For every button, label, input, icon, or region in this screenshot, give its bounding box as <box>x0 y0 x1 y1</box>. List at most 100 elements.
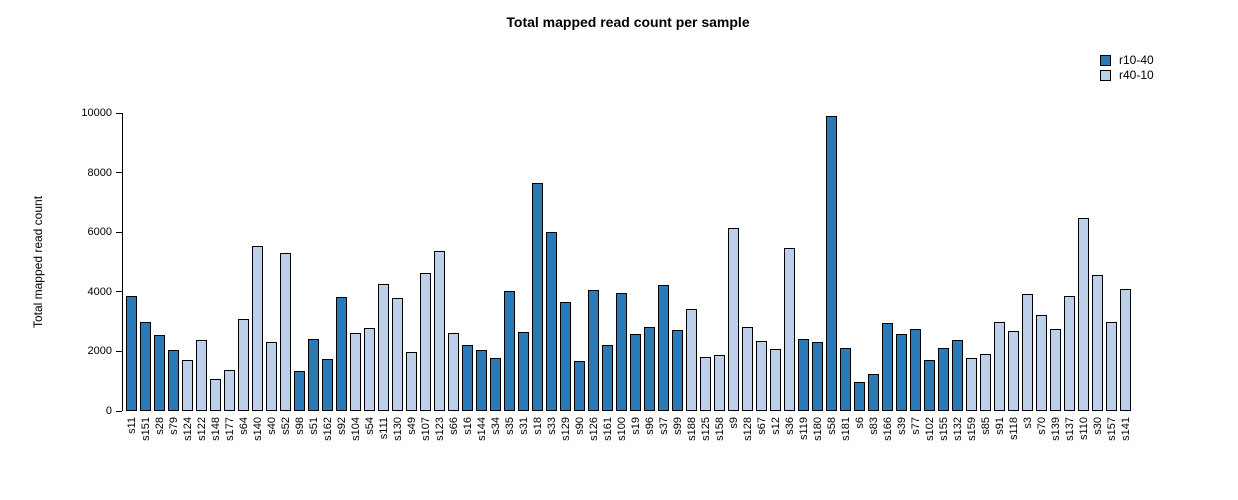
legend-label: r40-10 <box>1119 68 1154 82</box>
bar-s177 <box>224 369 235 411</box>
x-tick-label-s12: s12 <box>769 417 782 435</box>
legend-label: r10-40 <box>1119 53 1154 67</box>
bar-s123 <box>434 250 445 411</box>
bar-s12 <box>770 349 781 411</box>
x-tick-label-s35: s35 <box>503 417 516 435</box>
x-tick-label-s166: s166 <box>881 417 894 441</box>
legend: r10-40 r40-10 <box>1100 53 1154 83</box>
x-tick-label-s128: s128 <box>741 417 754 441</box>
x-tick-label-s83: s83 <box>867 417 880 435</box>
x-tick-label-s188: s188 <box>685 417 698 441</box>
bar-s99 <box>672 330 683 411</box>
x-tick-label-s70: s70 <box>1035 417 1048 435</box>
bar-s148 <box>210 379 221 411</box>
x-tick-label-s180: s180 <box>811 417 824 441</box>
x-tick-label-s118: s118 <box>1007 417 1020 441</box>
x-tick-label-s58: s58 <box>825 417 838 435</box>
bar-s180 <box>812 341 823 411</box>
y-tick <box>116 350 122 352</box>
bar-s70 <box>1036 315 1047 411</box>
x-tick-label-s6: s6 <box>853 417 866 429</box>
x-tick-label-s148: s148 <box>209 417 222 441</box>
bar-s19 <box>630 333 641 411</box>
bar-s98 <box>294 371 305 411</box>
x-tick-label-s67: s67 <box>755 417 768 435</box>
bar-s33 <box>546 231 557 411</box>
bar-s122 <box>196 340 207 411</box>
x-tick-label-s85: s85 <box>979 417 992 435</box>
bar-s85 <box>980 354 991 411</box>
x-tick-label-s111: s111 <box>377 417 390 440</box>
x-tick-label-s16: s16 <box>461 417 474 435</box>
x-tick-label-s37: s37 <box>657 417 670 435</box>
bar-s162 <box>322 359 333 411</box>
x-tick-label-s102: s102 <box>923 417 936 441</box>
y-tick-label: 6000 <box>87 226 112 239</box>
bar-s40 <box>266 342 277 411</box>
x-tick-label-s98: s98 <box>293 417 306 435</box>
bar-s102 <box>924 359 935 411</box>
y-tick <box>116 112 122 114</box>
x-tick-label-s122: s122 <box>195 417 208 441</box>
x-tick-label-s104: s104 <box>349 417 362 441</box>
y-tick-label: 0 <box>105 405 112 417</box>
bar-s159 <box>966 357 977 411</box>
bar-s49 <box>406 351 417 411</box>
x-tick-label-s130: s130 <box>391 417 404 441</box>
x-tick-label-s92: s92 <box>335 417 348 435</box>
bar-s77 <box>910 329 921 411</box>
bar-s28 <box>154 335 165 411</box>
bar-s11 <box>126 295 137 411</box>
bar-s51 <box>308 339 319 411</box>
x-tick-label-s125: s125 <box>699 417 712 441</box>
bar-s67 <box>756 341 767 411</box>
bar-s137 <box>1064 295 1075 411</box>
bar-s37 <box>658 284 669 411</box>
bar-s79 <box>168 349 179 411</box>
y-axis-line <box>122 113 123 411</box>
bar-s130 <box>392 298 403 411</box>
legend-swatch-r10-40 <box>1100 54 1111 66</box>
legend-swatch-r40-10 <box>1100 69 1111 81</box>
bar-s144 <box>476 349 487 411</box>
x-tick-label-s11: s11 <box>125 417 138 434</box>
x-tick-label-s31: s31 <box>517 417 530 435</box>
bar-s96 <box>644 327 655 411</box>
x-tick-label-s30: s30 <box>1091 417 1104 435</box>
bar-s6 <box>854 382 865 411</box>
bar-s129 <box>560 301 571 411</box>
x-tick-label-s110: s110 <box>1077 417 1090 441</box>
x-tick-label-s36: s36 <box>783 417 796 435</box>
bar-s118 <box>1008 331 1019 411</box>
bar-s151 <box>140 322 151 411</box>
x-tick-label-s66: s66 <box>447 417 460 435</box>
x-tick-label-s129: s129 <box>559 417 572 441</box>
bar-s139 <box>1050 328 1061 411</box>
x-tick-label-s177: s177 <box>223 417 236 441</box>
x-tick-label-s155: s155 <box>937 417 950 441</box>
bar-s119 <box>798 338 809 411</box>
bar-s158 <box>714 354 725 411</box>
x-tick-label-s90: s90 <box>573 417 586 435</box>
y-tick <box>116 172 122 174</box>
x-tick-label-s91: s91 <box>993 417 1006 435</box>
x-tick-label-s151: s151 <box>139 417 152 441</box>
x-tick-label-s77: s77 <box>909 417 922 435</box>
x-tick-label-s39: s39 <box>895 417 908 435</box>
chart-title: Total mapped read count per sample <box>506 14 750 30</box>
bar-s90 <box>574 360 585 411</box>
x-tick-label-s123: s123 <box>433 417 446 441</box>
bar-s91 <box>994 322 1005 411</box>
x-tick-label-s51: s51 <box>307 417 320 435</box>
x-tick-label-s157: s157 <box>1105 417 1118 441</box>
x-tick-label-s33: s33 <box>545 417 558 435</box>
y-tick-label: 4000 <box>87 285 112 298</box>
bar-s124 <box>182 360 193 411</box>
y-tick <box>116 410 122 412</box>
bar-s16 <box>462 344 473 411</box>
bar-s52 <box>280 253 291 411</box>
y-tick-label: 10000 <box>81 107 112 119</box>
bar-s54 <box>364 327 375 411</box>
x-tick-label-s162: s162 <box>321 417 334 441</box>
bar-s110 <box>1078 218 1089 411</box>
